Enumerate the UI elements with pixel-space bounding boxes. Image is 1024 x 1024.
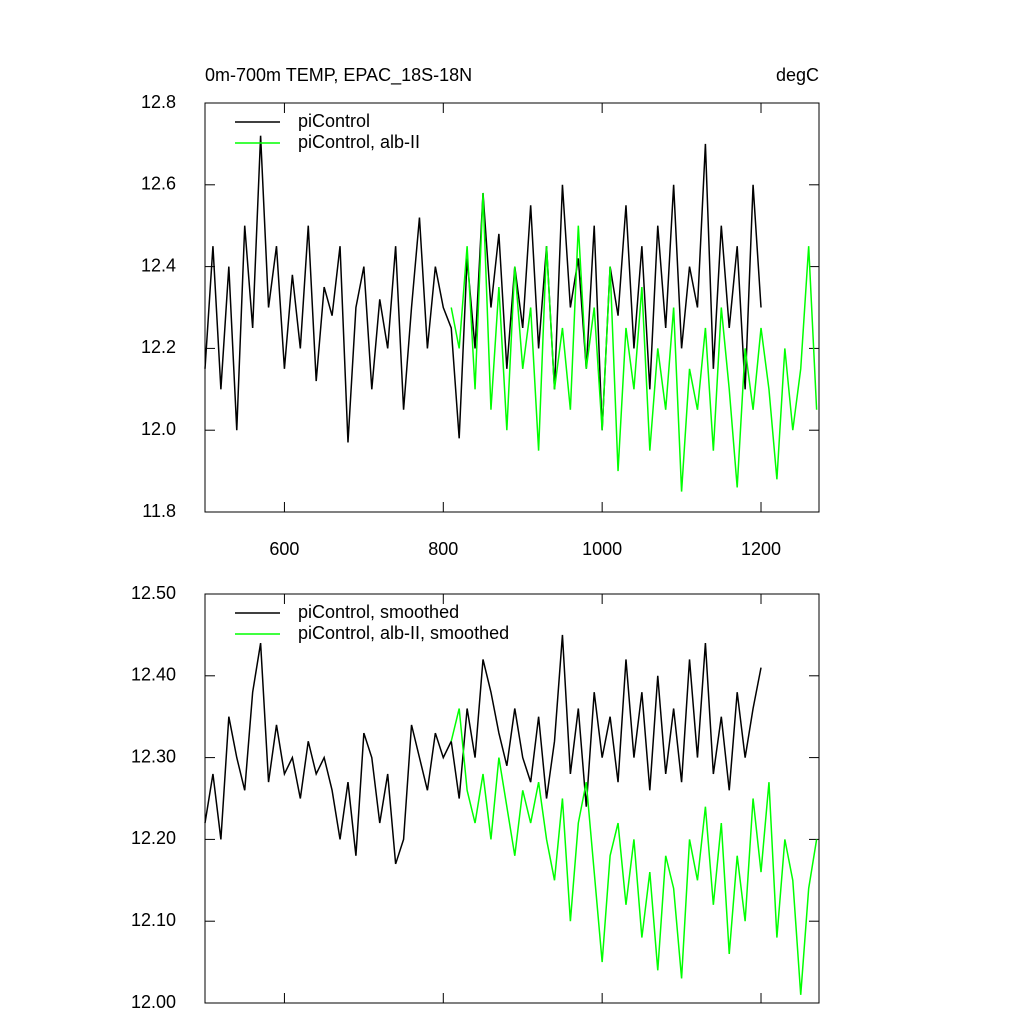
y-tick-label: 12.4 — [141, 255, 176, 275]
x-tick-label: 800 — [428, 539, 458, 559]
series-line — [450, 192, 818, 492]
y-tick-label: 12.10 — [131, 910, 176, 930]
plot-frame — [204, 593, 820, 1004]
chart-title: 0m-700m TEMP, EPAC_18S-18N — [205, 65, 472, 86]
y-tick-label: 12.40 — [131, 665, 176, 685]
series-line — [450, 708, 818, 995]
y-tick-label: 12.50 — [131, 583, 176, 603]
legend-label: piControl — [298, 111, 370, 131]
y-tick-label: 12.2 — [141, 337, 176, 357]
legend-label: piControl, alb-II, smoothed — [298, 623, 509, 643]
legend-label: piControl, smoothed — [298, 602, 459, 622]
y-tick-label: 12.20 — [131, 828, 176, 848]
plot-frame — [204, 102, 820, 513]
y-tick-label: 12.6 — [141, 174, 176, 194]
x-tick-label: 1000 — [582, 539, 622, 559]
y-tick-label: 12.00 — [131, 992, 176, 1012]
legend-label: piControl, alb-II — [298, 132, 420, 152]
x-tick-label: 600 — [269, 539, 299, 559]
series-line — [204, 634, 762, 865]
y-tick-label: 11.8 — [142, 501, 176, 521]
units-label: degC — [776, 65, 819, 85]
y-tick-label: 12.30 — [131, 746, 176, 766]
y-tick-label: 12.8 — [141, 92, 176, 112]
y-tick-label: 12.0 — [141, 419, 176, 439]
x-tick-label: 1200 — [741, 539, 781, 559]
